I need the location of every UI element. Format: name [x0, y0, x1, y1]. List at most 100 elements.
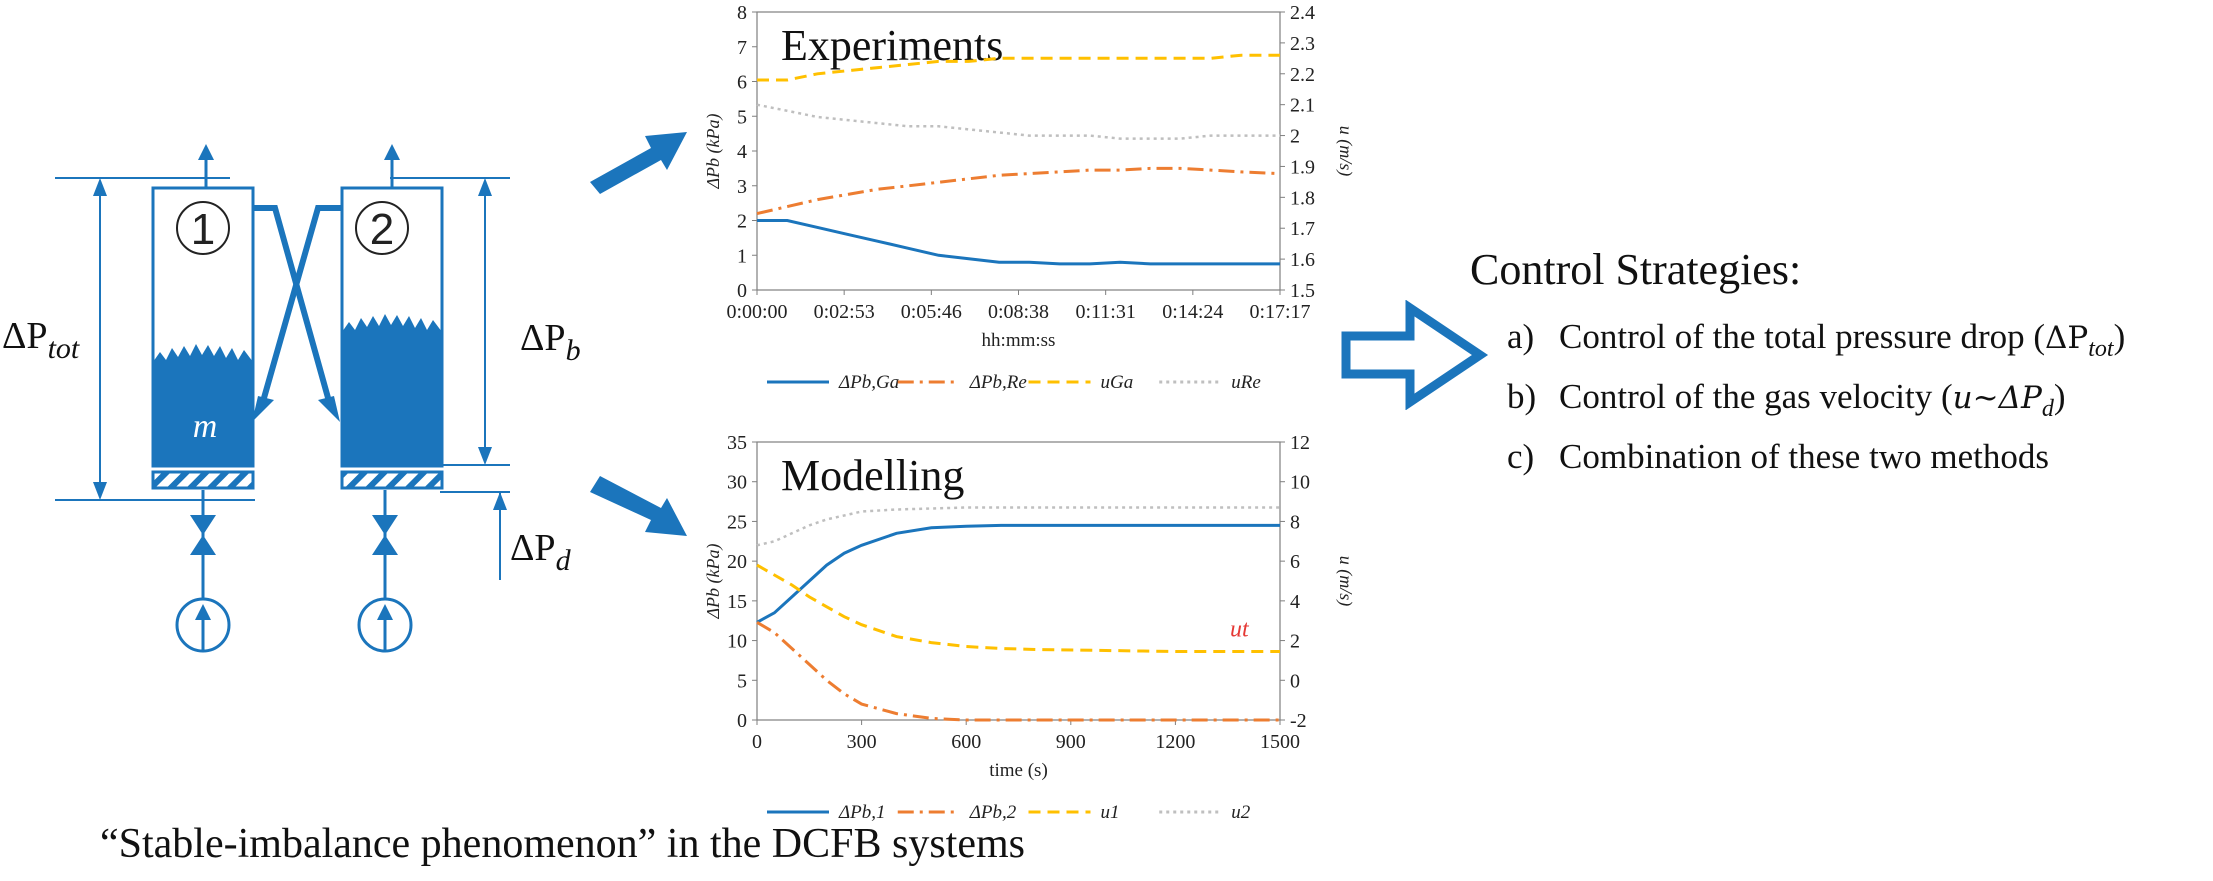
strategy-b-text: Control of the gas velocity (: [1559, 377, 1953, 416]
legend-label-4: u2: [1231, 802, 1251, 823]
legend-label-3: uGa: [1101, 372, 1134, 393]
bed-1: 1 m: [151, 144, 255, 653]
strategy-c: c) Combination of these two methods: [1507, 433, 2125, 480]
strategy-c-text: Combination of these two methods: [1559, 437, 2049, 476]
bed-1-label: 1: [191, 205, 215, 254]
series-line-1: [757, 219, 1280, 266]
strategy-a-math: ΔP: [2045, 320, 2089, 356]
y-tick-label: 35: [727, 432, 747, 454]
legend-label-3: u1: [1101, 802, 1120, 823]
x-tick-label: 1200: [1155, 731, 1195, 753]
y-tick-label: 3: [737, 176, 747, 198]
y-tick-label: 4: [737, 141, 747, 163]
y2-tick-label: 12: [1290, 432, 1310, 454]
arrow-to-experiments: [590, 132, 687, 194]
dp-tot-arrow: [93, 178, 107, 500]
y-tick-label: 7: [737, 37, 747, 59]
bed-2-label: 2: [370, 205, 394, 254]
x-tick-label: 600: [951, 731, 981, 753]
strategy-b-label: b): [1507, 377, 1537, 416]
mass-label: m: [193, 408, 218, 445]
y-tick-label: 30: [727, 472, 747, 494]
y-tick-label: 10: [727, 631, 747, 653]
ut-annotation: ut: [1230, 617, 1250, 643]
y-axis-label: ΔPb (kPa): [703, 113, 724, 189]
x-tick-label: 0:11:31: [1075, 301, 1135, 323]
legend-label-4: uRe: [1231, 372, 1261, 393]
dp-d-arrow: [493, 492, 507, 580]
x-tick-label: 0:14:24: [1162, 301, 1223, 323]
y2-tick-label: 1.8: [1290, 187, 1315, 209]
x-tick-label: 300: [847, 731, 877, 753]
dp-tot-label: ΔPtot: [2, 315, 80, 365]
experiments-chart: 0 1 2 3 4 5 6 7 8 1.5 1.6 1.7 1.8 1.9 2 2.1 2.2 2.3 2.4 0:0…: [703, 2, 1355, 393]
x-tick-label: 0:00:00: [726, 301, 787, 323]
y2-tick-label: 2: [1290, 631, 1300, 653]
x-tick-label: 0:17:17: [1249, 301, 1310, 323]
y2-tick-label: 8: [1290, 511, 1300, 533]
legend-label-2: ΔPb,Re: [969, 372, 1027, 393]
chart-title: Modelling: [781, 451, 964, 500]
y-tick-label: 15: [727, 591, 747, 613]
x-axis-label: hh:mm:ss: [982, 330, 1056, 351]
y2-tick-label: 2.1: [1290, 95, 1315, 117]
y2-tick-label: 6: [1290, 551, 1300, 573]
dcfb-schematic: 1 m 2 ΔPtot ΔPb ΔPd: [2, 144, 581, 653]
y2-tick-label: -2: [1290, 710, 1307, 732]
y2-tick-label: 2: [1290, 126, 1300, 148]
y2-tick-label: 2.4: [1290, 2, 1315, 24]
series-line-3: [757, 53, 1280, 82]
y-tick-label: 20: [727, 551, 747, 573]
control-strategies: Control Strategies: a) Control of the tot…: [1470, 244, 2125, 480]
y-tick-label: 0: [737, 710, 747, 732]
modelling-chart: 0 5 10 15 20 25 30 35 -2 0 2 4 6 8 10 12 0 300 600 900 1200 1…: [703, 432, 1355, 823]
strategy-a-text: Control of the total pressure drop (: [1559, 317, 2046, 356]
y-tick-label: 8: [737, 2, 747, 24]
x-tick-label: 1500: [1260, 731, 1300, 753]
y2-axis-label: u (m/s): [1335, 556, 1355, 607]
dp-b-label: ΔPb: [520, 317, 581, 367]
y2-tick-label: 2.3: [1290, 33, 1315, 55]
legend-label-2: ΔPb,2: [969, 802, 1017, 823]
series-line-4: [756, 506, 1280, 547]
series-line-3: [756, 563, 1280, 653]
y2-axis-label: u (m/s): [1335, 126, 1355, 177]
x-tick-label: 0: [752, 731, 762, 753]
strategy-a-sub: tot: [2088, 336, 2114, 362]
x-tick-label: 0:08:38: [988, 301, 1049, 323]
x-tick-label: 0:02:53: [814, 301, 875, 323]
y-tick-label: 0: [737, 280, 747, 302]
y2-tick-label: 1.5: [1290, 280, 1315, 302]
strategies-heading: Control Strategies:: [1470, 245, 1802, 294]
strategy-b-sub: d: [2041, 396, 2054, 422]
figure-caption: “Stable-imbalance phenomenon” in the DCF…: [100, 821, 1025, 867]
y2-tick-label: 10: [1290, 472, 1310, 494]
arrow-to-modelling: [590, 476, 687, 536]
y-axis-label: ΔPb (kPa): [703, 543, 724, 619]
series-line-4: [756, 103, 1280, 140]
legend-label-1: ΔPb,1: [838, 802, 886, 823]
y-tick-label: 25: [727, 511, 747, 533]
x-tick-label: 0:05:46: [901, 301, 962, 323]
y2-tick-label: 1.7: [1290, 218, 1315, 240]
y-tick-label: 5: [737, 106, 747, 128]
series-line-2: [756, 166, 1281, 216]
series-line-2: [756, 621, 1280, 722]
y2-tick-label: 1.9: [1290, 156, 1315, 178]
x-axis-label: time (s): [989, 760, 1048, 781]
strategy-c-label: c): [1507, 437, 1535, 476]
strategy-a-tail: ): [2113, 317, 2126, 356]
y2-tick-label: 4: [1290, 591, 1300, 613]
strategy-a: a) Control of the total pressure drop (ΔP…: [1507, 313, 2125, 373]
bed-2: 2: [340, 144, 444, 653]
y-tick-label: 1: [737, 245, 747, 267]
dp-d-label: ΔPd: [510, 527, 572, 577]
y2-tick-label: 1.6: [1290, 249, 1315, 271]
series-line-1: [756, 523, 1280, 624]
y-tick-label: 5: [737, 670, 747, 692]
y-tick-label: 6: [737, 72, 747, 94]
legend-label-1: ΔPb,Ga: [838, 372, 899, 393]
dp-b-arrow: [478, 178, 492, 465]
arrow-to-strategies: [1341, 300, 1489, 410]
